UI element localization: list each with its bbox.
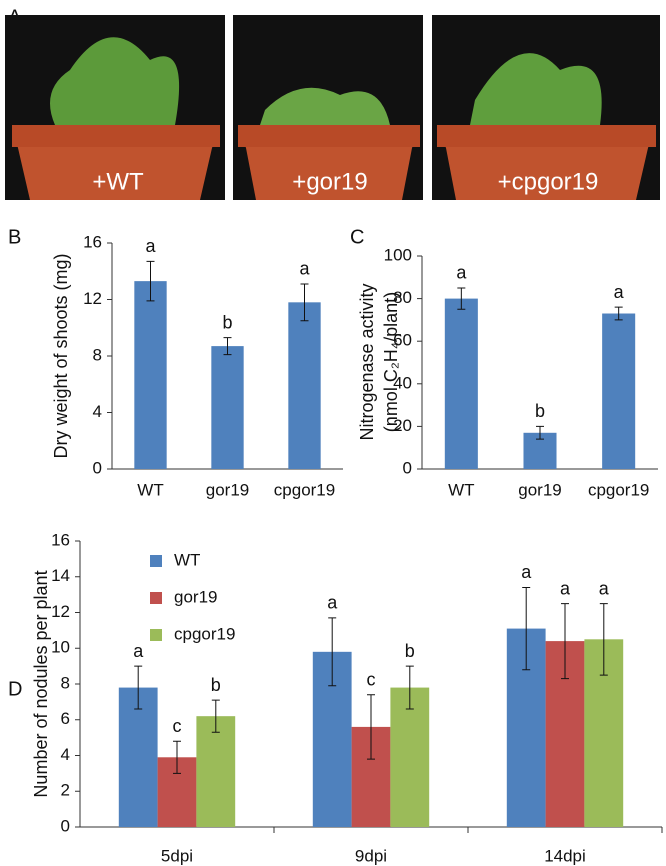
y-axis-title: (nmol C₂H₄/plant) — [381, 292, 401, 432]
legend-label: WT — [174, 550, 200, 569]
y-axis-title: Dry weight of shoots (mg) — [51, 253, 71, 458]
x-tick-label: gor19 — [518, 480, 561, 499]
significance-letter: b — [222, 312, 232, 332]
x-tick-label: gor19 — [206, 480, 249, 499]
error-bar — [223, 337, 232, 356]
photo: +gor19 — [233, 15, 423, 200]
significance-letter: a — [560, 578, 571, 598]
y-tick-label: 14 — [51, 566, 70, 585]
y-tick-label: 6 — [61, 709, 70, 728]
significance-letter: a — [133, 641, 144, 661]
bar — [134, 281, 167, 469]
error-bar — [300, 283, 309, 322]
panel-label: C — [350, 226, 364, 248]
y-tick-label: 8 — [61, 673, 70, 692]
photo-label: +cpgor19 — [498, 168, 599, 195]
error-bar — [173, 740, 181, 774]
y-tick-label: 40 — [393, 373, 412, 392]
y-tick-label: 16 — [83, 232, 102, 251]
panel-label: D — [8, 678, 22, 700]
y-tick-label: 12 — [83, 289, 102, 308]
significance-letter: a — [521, 562, 532, 582]
bar — [196, 716, 236, 827]
legend-swatch — [150, 629, 162, 641]
y-tick-label: 12 — [51, 602, 70, 621]
significance-letter: a — [456, 263, 467, 283]
x-tick-label: WT — [448, 480, 474, 499]
y-axis-title: Number of nodules per plant — [31, 570, 51, 797]
significance-letter: b — [211, 675, 221, 695]
legend-label: cpgor19 — [174, 624, 235, 643]
y-axis-title: Nitrogenase activity — [357, 283, 377, 440]
bar — [288, 302, 321, 469]
legend-swatch — [150, 592, 162, 604]
y-tick-label: 0 — [93, 458, 102, 477]
y-tick-label: 4 — [61, 745, 70, 764]
significance-letter: a — [599, 578, 610, 598]
y-tick-label: 4 — [93, 402, 102, 421]
bar — [390, 687, 430, 827]
y-tick-label: 8 — [93, 345, 102, 364]
bar — [211, 346, 244, 469]
legend-swatch — [150, 555, 162, 567]
significance-letter: a — [614, 282, 625, 302]
bar — [118, 687, 158, 827]
x-tick-label: cpgor19 — [274, 480, 335, 499]
photo-label: +WT — [92, 168, 144, 195]
significance-letter: c — [173, 716, 182, 736]
error-bar — [457, 287, 466, 310]
y-tick-label: 60 — [393, 331, 412, 350]
error-bar — [536, 425, 544, 440]
y-tick-label: 20 — [393, 416, 412, 435]
y-tick-label: 100 — [384, 245, 412, 264]
significance-letter: a — [145, 236, 156, 256]
error-bar — [146, 260, 155, 302]
error-bar — [561, 603, 569, 680]
bar — [602, 313, 636, 469]
significance-letter: c — [367, 669, 376, 689]
error-bar — [211, 699, 220, 733]
error-bar — [134, 665, 143, 710]
photo: +cpgor19 — [432, 15, 660, 200]
y-tick-label: 0 — [61, 816, 70, 835]
x-tick-label: WT — [137, 480, 163, 499]
error-bar — [367, 694, 375, 760]
significance-letter: a — [327, 593, 338, 613]
y-tick-label: 10 — [51, 638, 70, 657]
bar — [444, 298, 478, 469]
legend-label: gor19 — [174, 587, 217, 606]
error-bar — [599, 603, 608, 676]
y-tick-label: 0 — [403, 458, 412, 477]
y-tick-label: 16 — [51, 530, 70, 549]
x-tick-label: 5dpi — [161, 846, 193, 865]
y-tick-label: 80 — [393, 288, 412, 307]
significance-letter: a — [299, 259, 310, 279]
error-bar — [328, 617, 337, 687]
error-bar — [522, 586, 531, 671]
significance-letter: b — [405, 641, 415, 661]
x-tick-label: 14dpi — [544, 846, 586, 865]
photo: +WT — [5, 15, 225, 200]
significance-letter: b — [535, 401, 545, 421]
photo-label: +gor19 — [292, 168, 367, 195]
error-bar — [405, 665, 414, 710]
panel-label: B — [8, 226, 21, 248]
x-tick-label: cpgor19 — [588, 480, 649, 499]
x-tick-label: 9dpi — [355, 846, 387, 865]
error-bar — [614, 306, 623, 321]
y-tick-label: 2 — [61, 781, 70, 800]
